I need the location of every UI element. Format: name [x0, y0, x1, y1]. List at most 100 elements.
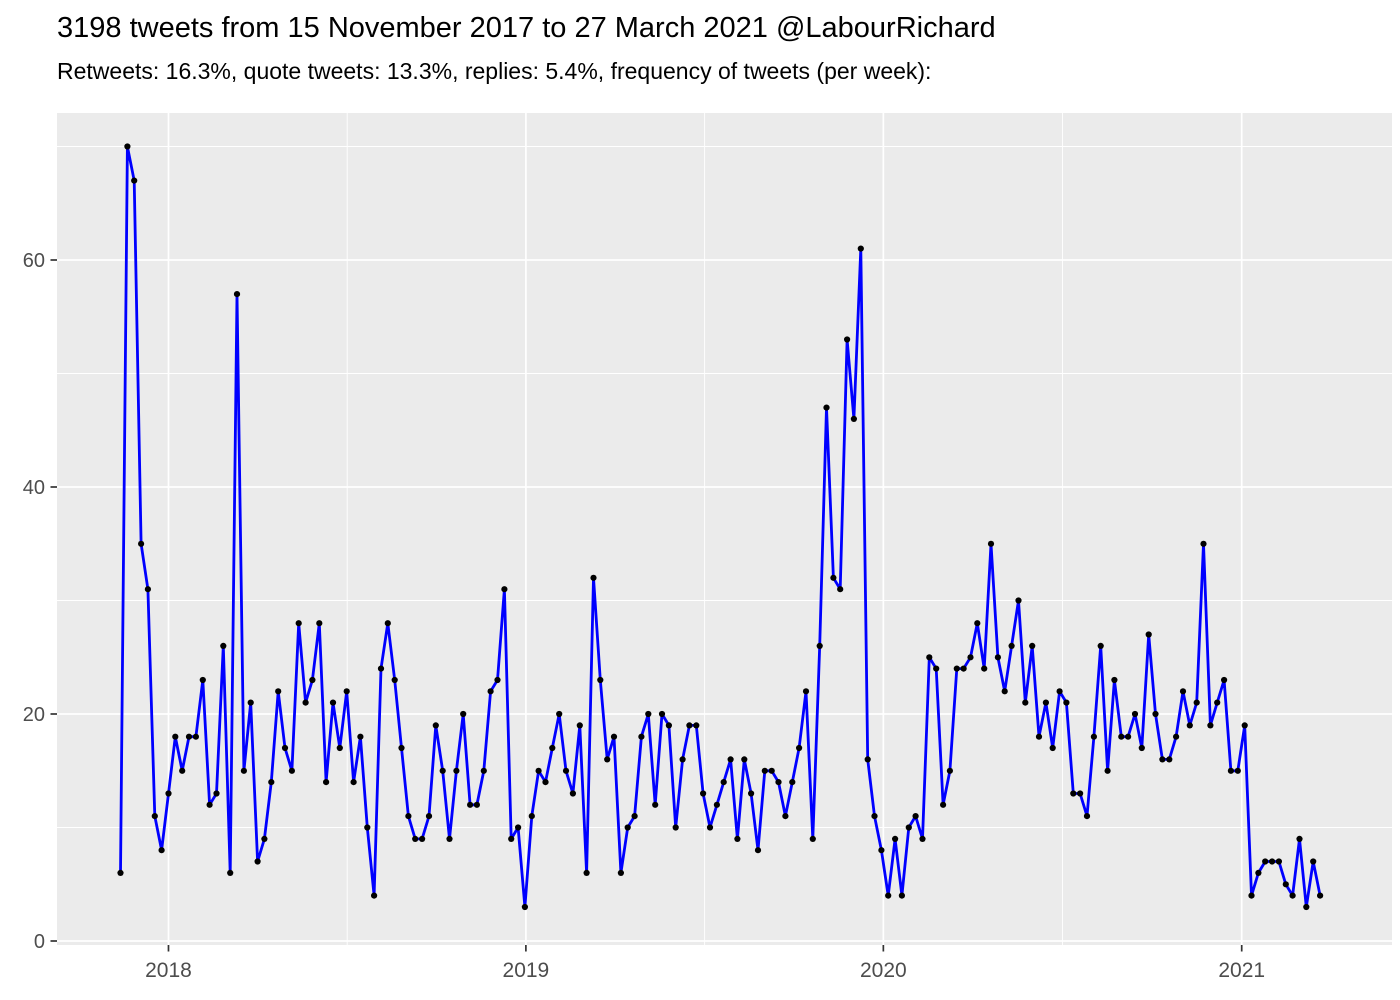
data-point [323, 779, 330, 786]
data-point [508, 835, 515, 843]
data-point [432, 722, 439, 729]
data-point [295, 620, 302, 627]
data-point [665, 722, 673, 729]
data-point [981, 665, 988, 672]
data-point [247, 699, 254, 706]
data-point [610, 733, 618, 740]
data-point [377, 665, 385, 672]
data-point [768, 767, 775, 774]
data-point [1248, 892, 1255, 899]
data-point [521, 903, 529, 911]
data-point [425, 813, 433, 820]
data-point [172, 733, 179, 740]
data-point [1056, 688, 1063, 695]
data-point [1001, 688, 1008, 695]
data-point [467, 801, 474, 808]
data-point [830, 574, 837, 581]
data-point [254, 858, 261, 865]
data-point [1097, 642, 1104, 650]
data-point [912, 813, 919, 820]
data-point [302, 699, 309, 706]
data-point [1269, 858, 1276, 865]
data-point [583, 869, 590, 877]
data-point [1042, 699, 1049, 706]
data-point [1317, 892, 1324, 899]
x-tick-label: 2019 [503, 959, 550, 982]
data-point [138, 540, 145, 547]
data-point [713, 801, 721, 808]
data-point [343, 688, 350, 695]
data-point [281, 744, 289, 752]
data-point [199, 676, 206, 684]
data-point [350, 779, 357, 786]
data-point [515, 824, 522, 831]
data-point [1159, 756, 1166, 763]
data-point [1289, 892, 1296, 899]
data-point [734, 835, 741, 843]
data-point [946, 767, 954, 774]
data-point [672, 824, 679, 831]
data-point [494, 676, 501, 684]
y-tick-label: 0 [34, 931, 45, 953]
data-point [700, 790, 707, 797]
data-point [1015, 597, 1022, 604]
data-point [460, 710, 467, 718]
data-point [179, 767, 186, 774]
data-point [1227, 767, 1234, 774]
data-point [117, 869, 124, 877]
data-point [1166, 756, 1173, 763]
data-point [124, 143, 131, 150]
panel-background [57, 113, 1392, 945]
data-point [864, 756, 871, 763]
data-point [905, 824, 912, 831]
data-point [1070, 790, 1077, 797]
data-point [850, 415, 858, 422]
data-point [151, 813, 158, 820]
data-point [741, 756, 748, 763]
data-point [953, 665, 960, 672]
data-point [761, 767, 768, 774]
data-point [501, 586, 508, 593]
data-point [994, 654, 1002, 661]
data-point [1125, 733, 1132, 740]
data-point [391, 676, 398, 684]
data-point [1241, 722, 1248, 729]
data-point [816, 642, 823, 650]
data-point [1029, 642, 1036, 650]
data-point [1221, 676, 1228, 684]
data-point [706, 824, 714, 831]
data-point [782, 813, 789, 820]
data-point [878, 847, 885, 854]
data-point [652, 801, 659, 808]
data-point [364, 824, 371, 831]
data-point [562, 767, 570, 774]
data-point [1200, 540, 1207, 547]
data-point [727, 756, 734, 763]
data-point [617, 869, 625, 877]
data-point [1255, 869, 1262, 877]
data-point [960, 665, 967, 672]
data-point [357, 733, 364, 740]
data-point [1207, 722, 1214, 729]
data-point [542, 779, 549, 786]
x-tick-label: 2021 [1218, 959, 1265, 982]
data-point [227, 869, 234, 877]
data-point [405, 813, 412, 820]
data-point [206, 801, 213, 808]
data-point [165, 790, 172, 797]
data-point [1063, 699, 1070, 706]
data-point [336, 744, 343, 752]
data-point [940, 801, 947, 808]
data-point [131, 177, 138, 184]
data-point [693, 722, 700, 729]
data-point [871, 813, 878, 820]
data-point [473, 801, 480, 808]
data-point [686, 722, 693, 729]
data-point [480, 767, 487, 774]
data-point [645, 710, 652, 718]
x-tick-label: 2018 [145, 959, 192, 982]
data-point [885, 892, 892, 899]
data-point [720, 779, 727, 786]
